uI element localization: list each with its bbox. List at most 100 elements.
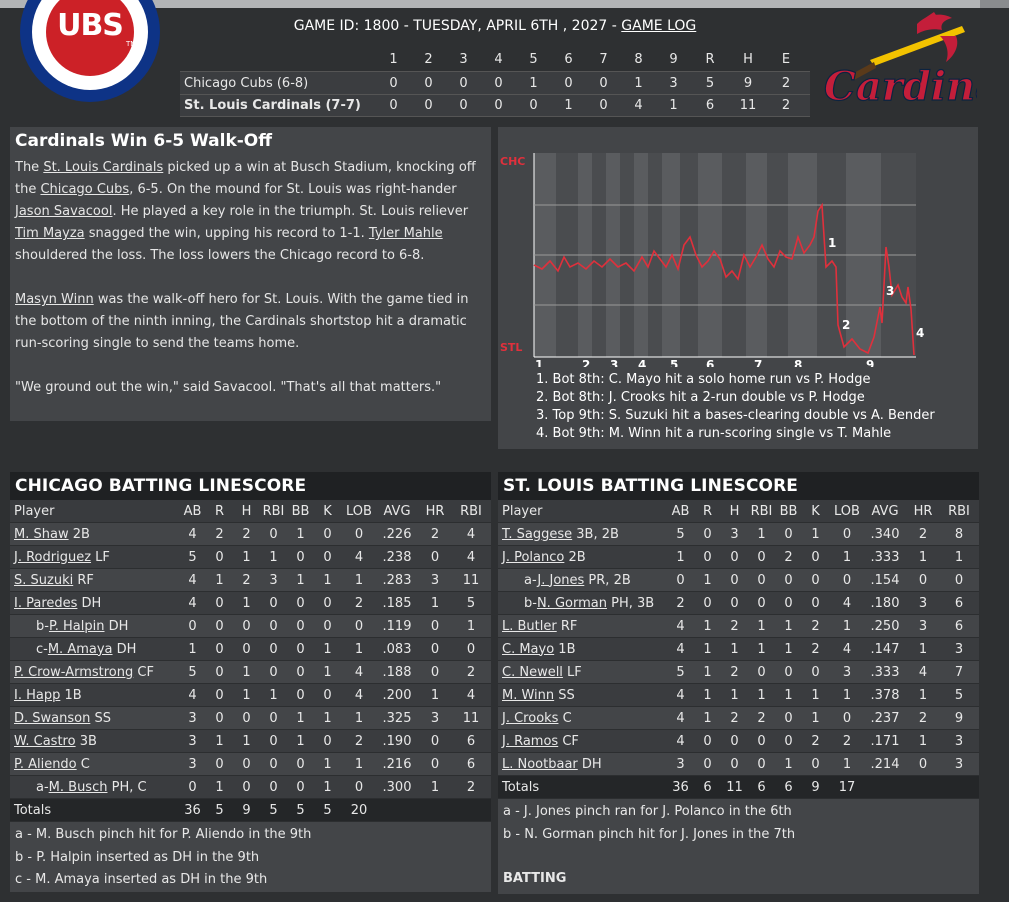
stat-cell: 0 (242, 756, 251, 772)
errors-total: 2 (781, 98, 791, 113)
player-link[interactable]: J. Jones (537, 572, 585, 588)
stat-cell: 0 (811, 549, 820, 565)
stat-cell: 0 (269, 664, 278, 680)
stat-cell: 1 (784, 641, 793, 657)
recap-text: , 6-5. On the mound for St. Louis was ri… (129, 182, 457, 197)
batting-note: b - N. Gorman pinch hit for J. Jones in … (503, 826, 796, 842)
stat-cell: 1 (730, 687, 739, 703)
key-play-note: 3. Top 9th: S. Suzuki hit a bases-cleari… (536, 408, 935, 423)
player-link-mahle[interactable]: Tyler Mahle (368, 226, 443, 241)
key-play-note: 2. Bot 8th: J. Crooks hit a 2-run double… (536, 390, 865, 405)
stat-cell: .171 (870, 733, 900, 749)
team-link-chicago[interactable]: Chicago Cubs (40, 182, 130, 197)
player-link[interactable]: M. Shaw (14, 526, 69, 542)
linescore-team-name: Chicago Cubs (6-8) (184, 75, 309, 91)
table-row: T. Saggese 3B, 2B 5 0 3 1 0 1 0 .340 2 8 (498, 523, 979, 546)
column-header: H (241, 503, 252, 519)
stat-cell: 0 (354, 618, 364, 634)
stat-cell: 0 (730, 595, 739, 611)
player-link[interactable]: M. Winn (502, 687, 555, 703)
player-cell: C. Mayo 1B (498, 642, 667, 657)
stat-cell: 0 (430, 549, 440, 565)
player-link[interactable]: C. Newell (502, 664, 563, 680)
player-link[interactable]: P. Aliendo (14, 756, 77, 772)
stat-cell: 3 (188, 710, 197, 726)
player-link[interactable]: M. Amaya (47, 641, 113, 657)
player-position: 3B (75, 733, 97, 749)
player-link[interactable]: P. Halpin (48, 618, 105, 634)
stat-cell: 1 (842, 618, 852, 634)
player-link[interactable]: M. Busch (48, 779, 108, 795)
inning-tick: 1 (535, 358, 543, 367)
sub-prefix: b- (36, 618, 49, 634)
sub-prefix: c- (36, 641, 48, 657)
table-row: J. Ramos CF 4 0 0 0 0 2 2 .171 1 3 (498, 730, 979, 753)
player-link[interactable]: T. Saggese (502, 526, 573, 542)
stat-cell: 0 (296, 756, 305, 772)
stat-cell: 0 (296, 595, 305, 611)
team-link-stlouis[interactable]: St. Louis Cardinals (43, 160, 164, 175)
player-position: PR, 2B (584, 572, 631, 588)
player-link[interactable]: I. Paredes (14, 595, 78, 611)
stat-cell: 9 (954, 710, 964, 726)
player-position: RF (73, 572, 94, 588)
chicago-batting-table: CHICAGO BATTING LINESCORE Player AB R H … (10, 472, 491, 893)
stat-cell: 9 (242, 802, 251, 818)
stat-cell: 2 (918, 710, 928, 726)
player-link[interactable]: I. Happ (14, 687, 61, 703)
chart-bottom-label: STL (500, 341, 522, 354)
stat-cell: 1 (811, 526, 820, 542)
stat-cell: 0 (215, 618, 224, 634)
stat-cell: 1 (215, 733, 224, 749)
table-row: L. Butler RF 4 1 2 1 1 2 1 .250 3 6 (498, 615, 979, 638)
stat-cell: 4 (188, 526, 197, 542)
stat-cell: 0 (242, 641, 251, 657)
player-link[interactable]: L. Nootbaar (502, 756, 578, 772)
player-link[interactable]: L. Butler (502, 618, 557, 634)
stat-cell: 1 (430, 779, 440, 795)
player-link-mayza[interactable]: Tim Mayza (15, 226, 85, 241)
stat-cell: 17 (838, 779, 856, 795)
stat-cell: 1 (954, 549, 964, 565)
player-position: DH (77, 595, 102, 611)
stat-cell: 2 (730, 618, 739, 634)
stat-cell: 1 (354, 641, 364, 657)
player-cell: J. Crooks C (498, 711, 667, 726)
stat-cell: 5 (676, 526, 685, 542)
player-link[interactable]: P. Crow-Armstrong (14, 664, 134, 680)
stat-cell: 2 (918, 526, 928, 542)
stat-cell: 1 (757, 618, 766, 634)
stat-cell: .216 (382, 756, 412, 772)
stat-cell: 20 (350, 802, 368, 818)
player-link[interactable]: D. Swanson (14, 710, 91, 726)
stat-cell: 11 (462, 572, 480, 588)
player-link[interactable]: J. Polanco (502, 549, 565, 565)
stat-cell: 0 (323, 526, 332, 542)
column-header: RBI (948, 503, 970, 519)
player-link[interactable]: J. Ramos (502, 733, 559, 749)
stat-cell: 0 (354, 526, 364, 542)
player-cell: P. Crow-Armstrong CF (10, 665, 179, 680)
player-link[interactable]: S. Suzuki (14, 572, 74, 588)
player-link[interactable]: W. Castro (14, 733, 76, 749)
column-header: BB (291, 503, 310, 519)
stat-cell: 1 (215, 779, 224, 795)
player-link[interactable]: N. Gorman (536, 595, 607, 611)
player-link[interactable]: J. Crooks (502, 710, 559, 726)
player-cell: T. Saggese 3B, 2B (498, 527, 667, 542)
linescore-header: 1 2 3 4 5 6 7 8 9 R H E (180, 48, 810, 71)
player-link[interactable]: C. Mayo (502, 641, 555, 657)
inning-tick: 9 (866, 358, 874, 367)
stat-cell: 1 (296, 733, 305, 749)
game-log-link[interactable]: GAME LOG (621, 18, 697, 34)
player-link-savacool[interactable]: Jason Savacool (15, 204, 113, 219)
player-cell: M. Shaw 2B (10, 527, 179, 542)
cardinals-logo-text: Cardinals (824, 63, 977, 110)
player-link-winn[interactable]: Masyn Winn (15, 292, 94, 307)
player-link[interactable]: J. Rodriguez (14, 549, 92, 565)
recap-title: Cardinals Win 6-5 Walk-Off (15, 131, 273, 151)
stat-cell: 4 (842, 595, 852, 611)
stat-cell: 5 (676, 664, 685, 680)
stat-cell: 4 (918, 664, 928, 680)
stat-cell: 0 (323, 549, 332, 565)
